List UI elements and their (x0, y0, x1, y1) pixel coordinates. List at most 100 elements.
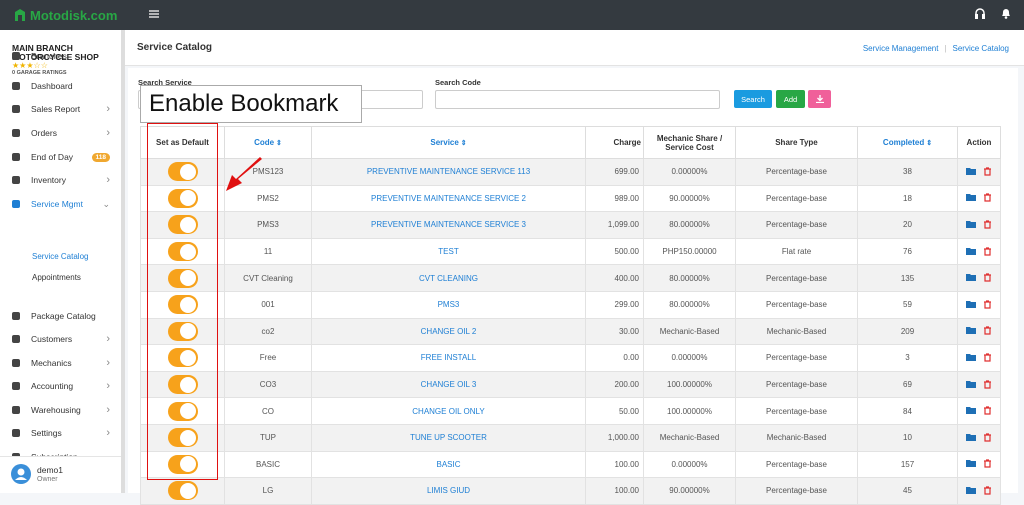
default-toggle[interactable] (167, 215, 198, 235)
breadcrumb-link[interactable]: Service Management (862, 44, 939, 53)
menu-item[interactable]: Warehousing (12, 402, 120, 418)
service-name[interactable]: PREVENTIVE MAINTENANCE SERVICE 113 (311, 158, 586, 186)
menu-icon (12, 335, 20, 343)
submenu-item[interactable]: Service Catalog (32, 248, 121, 264)
submenu-item[interactable]: Appointments (32, 269, 121, 285)
service-name[interactable]: BASIC (311, 450, 586, 479)
service-name[interactable]: PREVENTIVE MAINTENANCE SERVICE 2 (311, 184, 586, 213)
column-header[interactable]: Code (224, 126, 312, 159)
action-icons[interactable] (964, 219, 994, 229)
service-name[interactable]: TUNE UP SCOOTER (311, 423, 586, 452)
column-header[interactable]: Service (311, 126, 586, 159)
service-name[interactable]: PREVENTIVE MAINTENANCE SERVICE 3 (311, 211, 586, 239)
completed: 135 (857, 264, 958, 292)
default-cell (140, 290, 225, 319)
action-icons[interactable] (964, 166, 994, 176)
service-name[interactable]: CHANGE OIL ONLY (311, 397, 586, 425)
default-toggle[interactable] (167, 401, 198, 421)
logo[interactable]: Motodisk.com (30, 8, 118, 23)
download-button[interactable] (808, 90, 831, 108)
menu-item[interactable]: Accounting (12, 378, 120, 394)
menu-item[interactable]: Orders (12, 125, 120, 141)
completed: 38 (857, 158, 958, 186)
menu-item[interactable]: Inventory (12, 172, 120, 188)
action-icons[interactable] (964, 192, 994, 202)
action-icons[interactable] (964, 432, 994, 442)
chevron (106, 103, 110, 115)
default-toggle[interactable] (167, 375, 198, 395)
completed: 20 (857, 211, 958, 239)
action-icons[interactable] (964, 352, 994, 362)
action-cell (957, 477, 1001, 505)
completed: 59 (857, 290, 958, 319)
menu-item[interactable]: Customers (12, 331, 120, 347)
action-icons[interactable] (964, 246, 994, 256)
search-code-input[interactable] (435, 90, 720, 109)
default-cell (140, 158, 225, 186)
share-type: Percentage-base (735, 344, 858, 372)
column-header[interactable]: Completed (857, 126, 958, 159)
annotation-arrow (226, 157, 262, 191)
menu-item[interactable]: Mechanics (12, 355, 120, 371)
mechanic-share: Mechanic-Based (643, 423, 736, 452)
column-header: Share Type (735, 126, 858, 159)
support-icon[interactable] (975, 8, 985, 20)
action-icons[interactable] (964, 272, 994, 282)
menu-item[interactable]: Service Mgmt (12, 196, 120, 212)
notification-icon[interactable] (1001, 7, 1011, 19)
action-icons[interactable] (964, 485, 994, 495)
user-panel[interactable]: demo1 Owner (0, 456, 121, 493)
default-toggle[interactable] (167, 188, 198, 208)
shop-name: MAIN BRANCH MOTORCYCLE SHOP (12, 43, 99, 62)
completed: 209 (857, 317, 958, 346)
add-button[interactable]: Add (776, 90, 805, 108)
service-name[interactable]: PMS3 (311, 290, 586, 319)
default-toggle[interactable] (167, 428, 198, 448)
default-toggle[interactable] (167, 268, 198, 288)
mechanic-share: 80.00000% (643, 211, 736, 239)
menu-icon (12, 52, 20, 60)
default-toggle[interactable] (167, 348, 198, 368)
action-cell (957, 158, 1001, 186)
annotation-label: Enable Bookmark (140, 85, 362, 123)
menu-label: Inventory (31, 175, 66, 185)
service-name[interactable]: CVT CLEANING (311, 264, 586, 292)
menu-item[interactable]: Dashboard (12, 78, 120, 94)
default-toggle[interactable] (167, 321, 198, 341)
service-name[interactable]: CHANGE OIL 3 (311, 370, 586, 399)
menu-toggle[interactable] (149, 9, 159, 19)
action-icons[interactable] (964, 458, 994, 468)
default-toggle[interactable] (167, 454, 198, 474)
service-name[interactable]: LIMIS GIUD (311, 477, 586, 505)
default-toggle[interactable] (167, 295, 198, 315)
code: LG (224, 477, 312, 505)
default-toggle[interactable] (167, 481, 198, 501)
table-row: 001 PMS3 299.00 80.00000% Percentage-base 59 (140, 290, 1001, 319)
charge: 1,099.00 (585, 211, 644, 239)
default-cell (140, 317, 225, 346)
mechanic-share: 90.00000% (643, 184, 736, 213)
menu-item[interactable]: Branches (12, 48, 120, 64)
action-icons[interactable] (964, 405, 994, 415)
service-name[interactable]: TEST (311, 237, 586, 266)
mechanic-share: Mechanic-Based (643, 317, 736, 346)
default-toggle[interactable] (167, 242, 198, 262)
default-toggle[interactable] (167, 162, 198, 182)
menu-item[interactable]: Settings (12, 425, 120, 441)
search-button[interactable]: Search (734, 90, 772, 108)
service-name[interactable]: FREE INSTALL (311, 344, 586, 372)
menu-item[interactable]: Sales Report (12, 101, 120, 117)
completed: 45 (857, 477, 958, 505)
action-icons[interactable] (964, 299, 994, 309)
column-header: Set as Default (140, 126, 225, 159)
action-icons[interactable] (964, 379, 994, 389)
breadcrumb: Service ManagementService Catalog (863, 44, 1009, 53)
menu-icon (12, 82, 20, 90)
menu-label: Orders (31, 128, 57, 138)
user-name: demo1 (37, 465, 63, 475)
menu-item[interactable]: End of Day 118 (12, 149, 120, 165)
service-name[interactable]: CHANGE OIL 2 (311, 317, 586, 346)
action-cell (957, 370, 1001, 399)
action-icons[interactable] (964, 325, 994, 335)
menu-item[interactable]: Package Catalog (12, 308, 120, 324)
